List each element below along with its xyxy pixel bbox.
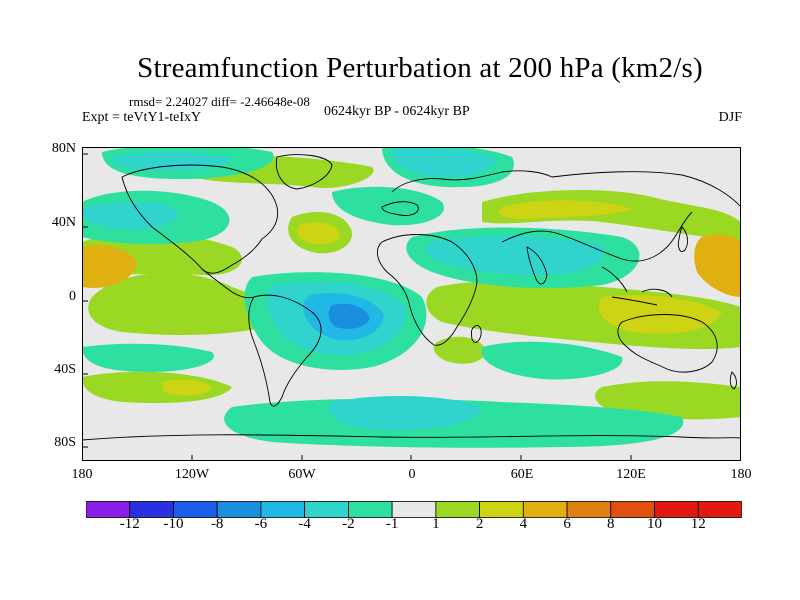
lon-label-180e: 180 <box>730 467 752 482</box>
colorbar-label: 8 <box>607 516 615 532</box>
season-label: DJF <box>718 110 742 125</box>
lon-label-0: 0 <box>408 467 416 482</box>
lat-label-0: 0 <box>69 289 76 304</box>
colorbar-label: -2 <box>342 516 355 532</box>
lat-label-40n: 40N <box>51 215 76 230</box>
colorbar-label: 2 <box>475 516 484 532</box>
chart-title: Streamfunction Perturbation at 200 hPa (… <box>137 52 703 84</box>
colorbar-label: -8 <box>210 516 224 532</box>
positive-regions <box>82 155 741 420</box>
colorbar-label: 4 <box>519 516 528 532</box>
lat-label-80s: 80S <box>54 435 76 450</box>
colorbar-label: -10 <box>163 516 184 532</box>
colorbar-label: -6 <box>254 516 268 532</box>
streamfunction-map <box>82 147 741 461</box>
experiment-label: Expt = teVtY1-teIxY <box>82 110 202 125</box>
colorbar-label: -1 <box>385 516 399 532</box>
colorbar-label: 1 <box>432 516 440 532</box>
coastlines <box>82 154 741 441</box>
period-label: 0624kyr BP - 0624kyr BP <box>324 104 470 119</box>
lon-label-180w: 180 <box>71 467 93 482</box>
colorbar-label: -12 <box>119 516 140 532</box>
colorbar-label: 6 <box>563 516 571 532</box>
lon-label-120e: 120E <box>616 467 646 482</box>
lon-label-120w: 120W <box>174 467 210 482</box>
colorbar <box>86 501 742 518</box>
stats-text: rmsd= 2.24027 diff= -2.46648e-08 <box>129 94 310 109</box>
colorbar-label: 12 <box>690 516 706 532</box>
map-frame <box>82 147 741 461</box>
lat-label-80n: 80N <box>51 141 76 156</box>
lon-label-60w: 60W <box>288 467 316 482</box>
lat-label-40s: 40S <box>54 362 76 377</box>
colorbar-label: -4 <box>298 516 311 532</box>
colorbar-cell <box>697 501 742 518</box>
colorbar-label: 10 <box>647 516 663 532</box>
lon-label-60e: 60E <box>510 467 534 482</box>
